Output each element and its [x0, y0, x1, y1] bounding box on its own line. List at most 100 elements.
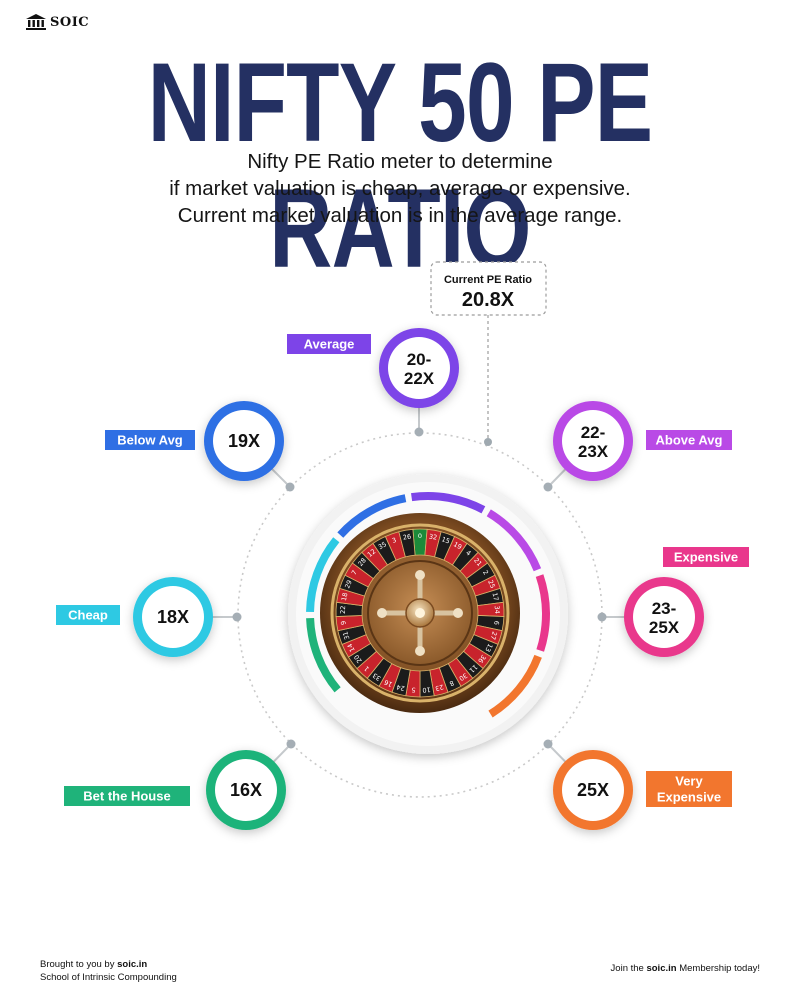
zone-label-bg-very-expensive	[646, 771, 732, 807]
zone-label-bg-expensive	[663, 547, 749, 567]
wheel-pocket-number: 17	[490, 592, 500, 602]
zone-label-very-expensive: Expensive	[657, 790, 721, 805]
arc-segment-average	[411, 492, 486, 514]
zone-value-expensive: 23-	[652, 599, 677, 618]
connector-dot-very-expensive	[543, 739, 553, 749]
arc-segment-below-avg	[337, 494, 407, 538]
zone-value-bet-the-house: 16X	[230, 780, 262, 800]
subtitle-line-1: Nifty PE Ratio meter to determine	[247, 150, 553, 173]
zone-value-very-expensive: 25X	[577, 780, 609, 800]
wheel-pocket-number: 21	[472, 556, 483, 568]
zone-inner-very-expensive	[562, 759, 624, 821]
zone-value-below-avg: 19X	[228, 431, 260, 451]
zone-inner-average	[388, 337, 450, 399]
wheel-pocket-number: 11	[468, 663, 480, 675]
wheel-pocket-number: 32	[428, 532, 438, 541]
wheel-pocket-number: 2	[481, 569, 490, 577]
current-pe-dot	[484, 438, 492, 446]
wheel-pocket-number: 35	[377, 540, 388, 551]
subtitle-line-3: Current market valuation is in the avera…	[177, 204, 623, 227]
wheel-pocket-number: 27	[489, 630, 499, 640]
zone-label-bg-above-avg	[646, 430, 732, 450]
wheel-pocket-number: 19	[452, 540, 463, 551]
wheel-pocket-number: 24	[396, 683, 406, 693]
wheel-pocket-number: 10	[422, 685, 431, 694]
wheel-pocket-number: 34	[493, 605, 501, 614]
zone-expensive: 23-25X Expensive	[624, 547, 749, 657]
wheel-pocket-number: 9	[339, 620, 347, 625]
zone-value-above-avg: 22-	[581, 423, 606, 442]
wheel-pocket-number: 4	[464, 549, 472, 558]
wheel-pocket-number: 14	[346, 642, 357, 653]
bank-building-icon	[26, 14, 46, 30]
wheel-pocket-number: 3	[391, 536, 398, 545]
current-pe-callout: Current PE Ratio 20.8X	[430, 261, 547, 446]
zone-inner-below-avg	[213, 410, 275, 472]
arc-segment-cheap	[306, 537, 340, 613]
footer-cta-site[interactable]: soic.in	[646, 963, 677, 974]
wheel-pocket-number: 36	[476, 653, 487, 664]
zone-label-below-avg: Below Avg	[117, 433, 183, 448]
arc-segment-above-avg	[486, 509, 542, 572]
wheel-pocket-number: 6	[492, 620, 500, 625]
footer-cta: Join the soic.in Membership today!	[611, 963, 760, 974]
wheel-pocket-number: 5	[411, 686, 416, 694]
zone-label-cheap: Cheap	[68, 608, 108, 623]
wheel-pocket-number: 28	[356, 556, 367, 568]
wheel-pocket-number: 18	[340, 592, 350, 602]
footer-credit: Brought to you by soic.in School of Intr…	[40, 958, 177, 984]
zone-label-average: Average	[304, 337, 355, 352]
zone-inner-cheap	[142, 586, 204, 648]
wheel-pocket-number: 13	[483, 642, 494, 653]
zone-inner-above-avg	[562, 410, 624, 472]
connector-dot-average	[414, 427, 424, 437]
soic-logo: SOIC	[26, 14, 89, 30]
zone-above-avg: 22-23X Above Avg	[553, 401, 732, 481]
zone-bet-the-house: 16X Bet the House	[64, 750, 286, 830]
subtitle-line-2: if market valuation is cheap, average or…	[169, 177, 631, 200]
zone-label-above-avg: Above Avg	[656, 433, 723, 448]
wheel-pocket-number: 1	[362, 664, 371, 673]
arc-segment-very-expensive	[488, 654, 542, 718]
zone-label-bg-below-avg	[105, 430, 195, 450]
wheel-pocket-number: 12	[366, 547, 377, 558]
wheel-pocket-number: 7	[350, 569, 359, 577]
connector-dot-cheap	[232, 612, 242, 622]
zone-label-bg-average	[287, 334, 371, 354]
zone-value-average: 22X	[404, 369, 435, 388]
wheel-spinner	[377, 570, 463, 656]
wheel-pocket-number: 0	[418, 532, 422, 540]
connector-dot-below-avg	[285, 482, 295, 492]
wheel-pocket-number: 25	[486, 579, 497, 590]
wheel-pocket	[398, 528, 416, 558]
connector-dot-above-avg	[543, 482, 553, 492]
wheel-gold-band	[330, 523, 510, 703]
zone-value-expensive: 25X	[649, 618, 680, 637]
subtitle: Nifty PE Ratio meter to determine if mar…	[0, 148, 800, 229]
zone-cheap: 18X Cheap	[56, 577, 213, 657]
zone-below-avg: 19X Below Avg	[105, 401, 284, 481]
zone-value-cheap: 18X	[157, 607, 189, 627]
zone-label-very-expensive: Very	[675, 774, 703, 789]
wheel-pocket-number: 31	[341, 630, 351, 640]
current-pe-box	[430, 261, 547, 316]
zone-label-bg-cheap	[56, 605, 120, 625]
wheel-pocket-number: 33	[371, 671, 382, 682]
footer-credit-prefix: Brought to you by	[40, 959, 118, 970]
arc-segment-bet-the-house	[306, 617, 341, 693]
wheel-pocket-number: 15	[440, 535, 450, 545]
zone-label-bet-the-house: Bet the House	[83, 789, 170, 804]
zone-label-bg-bet-the-house	[64, 786, 190, 806]
footer-credit-site[interactable]: soic.in	[117, 959, 148, 970]
footer-credit-school: School of Intrinsic Compounding	[40, 972, 177, 983]
current-pe-value: 20.8X	[462, 289, 515, 311]
zone-inner-bet-the-house	[215, 759, 277, 821]
wheel-pocket-number: 16	[383, 678, 394, 689]
current-pe-label: Current PE Ratio	[444, 274, 532, 286]
zone-average: 20-22X Average	[287, 328, 459, 408]
connector-dot-expensive	[597, 612, 607, 622]
wheel-pocket-number: 8	[448, 679, 455, 688]
logo-text: SOIC	[50, 14, 90, 30]
